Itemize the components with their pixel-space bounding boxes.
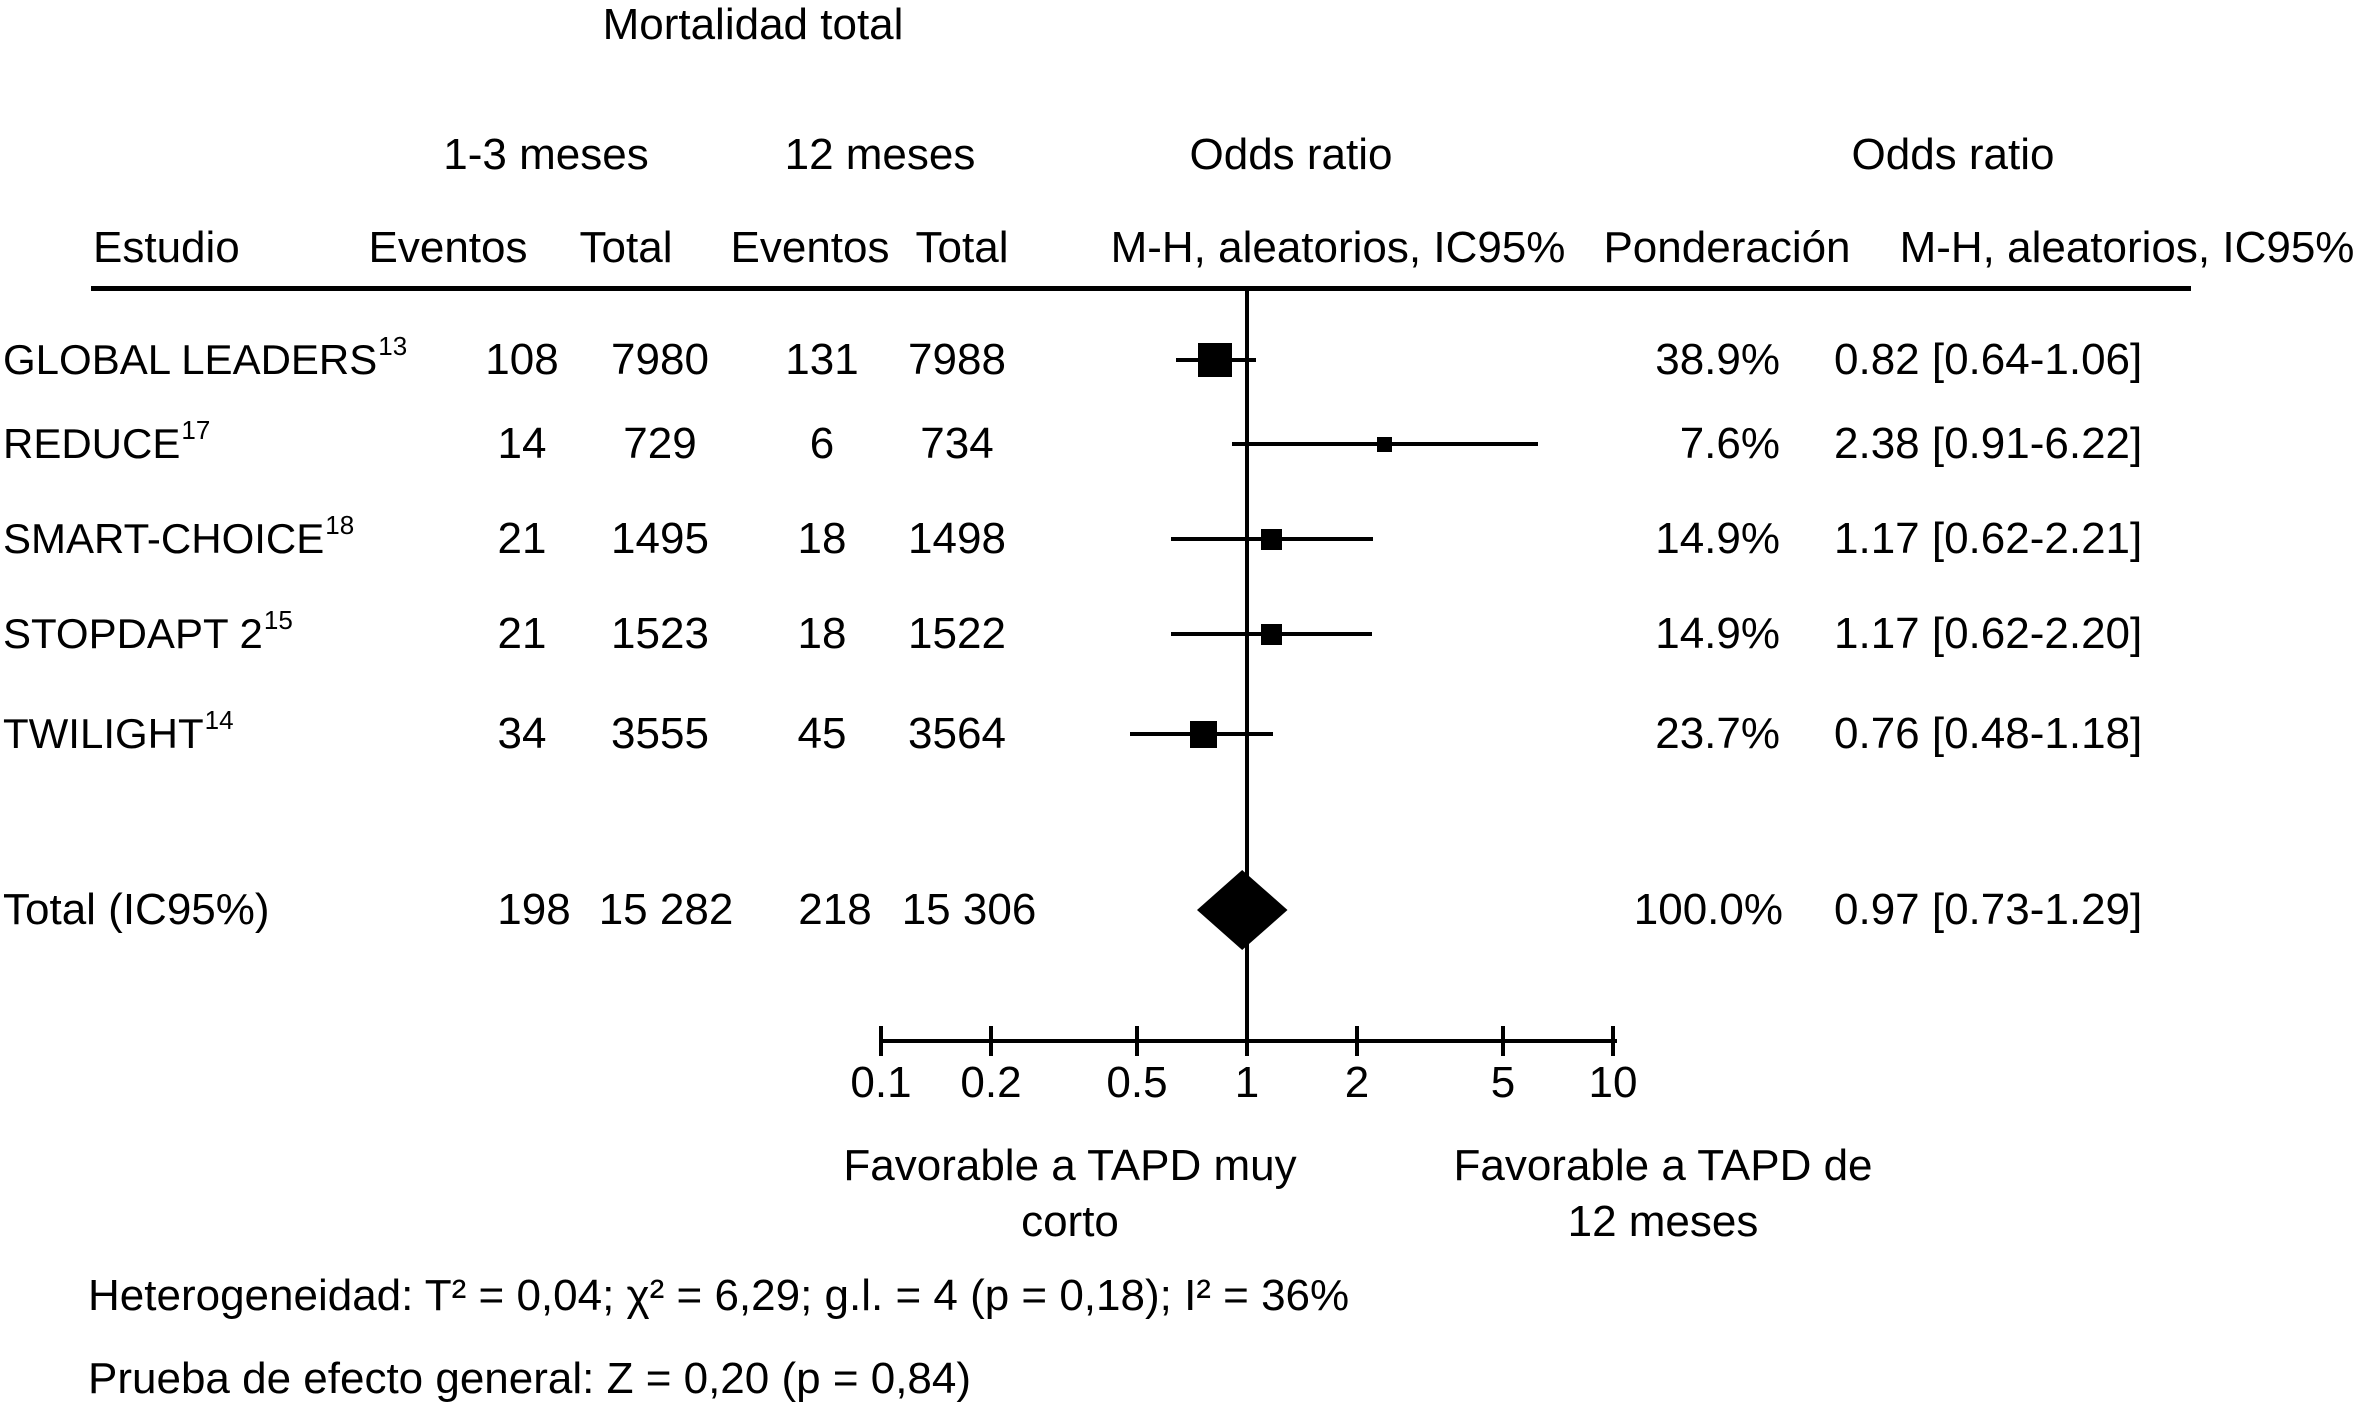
pooled-diamond <box>1197 870 1288 950</box>
axis-tick-label: 2 <box>1344 1058 1370 1107</box>
axis-tick <box>879 1026 883 1056</box>
or-ci-text: 2.38 [0.91-6.22] <box>1834 419 2143 468</box>
total-total-short-value: 15 282 <box>598 885 734 934</box>
or-square-marker <box>1377 436 1392 452</box>
axis-tick-label: 0.1 <box>850 1058 912 1107</box>
total-long-value: 1522 <box>908 609 1006 658</box>
axis-tick <box>989 1026 993 1056</box>
axis-tick-label: 0.2 <box>960 1058 1022 1107</box>
axis-tick <box>1135 1026 1139 1056</box>
total-long-value: 3564 <box>908 709 1006 758</box>
or-square-marker <box>1198 343 1232 377</box>
column-header-events-long: Eventos <box>730 223 890 272</box>
column-header-total-long: Total <box>915 223 1009 272</box>
events-short-value: 21 <box>497 609 547 658</box>
axis-tick-label: 0.5 <box>1106 1058 1168 1107</box>
study-reference-number: 13 <box>378 331 408 361</box>
axis-tick-label: 10 <box>1588 1058 1638 1107</box>
total-weight-value: 100.0% <box>1633 885 1783 934</box>
axis-tick <box>1245 1026 1249 1056</box>
or-square-marker <box>1261 623 1282 645</box>
or-square-marker <box>1190 720 1217 748</box>
total-short-value: 3555 <box>611 709 709 758</box>
column-header-mh-right: M-H, aleatorios, IC95% <box>1899 223 2355 272</box>
total-long-value: 7988 <box>908 335 1006 384</box>
no-effect-line <box>1245 291 1249 1041</box>
axis-direction-label-right: Favorable a TAPD de 12 meses <box>1453 1138 1872 1250</box>
study-name: TWILIGHT <box>3 710 204 757</box>
total-or-ci-text: 0.97 [0.73-1.29] <box>1834 885 2143 934</box>
heterogeneity-stats: Heterogeneidad: T² = 0,04; χ² = 6,29; g.… <box>88 1271 1350 1320</box>
events-long-value: 18 <box>797 609 847 658</box>
or-ci-text: 0.76 [0.48-1.18] <box>1834 709 2143 758</box>
column-header-study: Estudio <box>93 223 240 272</box>
or-ci-text: 1.17 [0.62-2.21] <box>1834 514 2143 563</box>
weight-value: 14.9% <box>1655 514 1780 563</box>
weight-value: 23.7% <box>1655 709 1780 758</box>
study-reference-number: 14 <box>204 705 234 735</box>
axis-direction-label-left-line2: corto <box>1021 1197 1119 1246</box>
axis-direction-label-right-line1: Favorable a TAPD de <box>1453 1141 1873 1190</box>
axis-direction-label-left-line1: Favorable a TAPD muy <box>843 1141 1297 1190</box>
axis-direction-label-left: Favorable a TAPD muy corto <box>843 1138 1296 1250</box>
total-events-long-value: 218 <box>798 885 872 934</box>
events-short-value: 108 <box>485 335 559 384</box>
study-label: STOPDAPT 215 <box>3 607 293 657</box>
events-short-value: 14 <box>497 419 547 468</box>
or-ci-text: 0.82 [0.64-1.06] <box>1834 335 2143 384</box>
header-rule <box>91 286 2191 291</box>
axis-tick <box>1501 1026 1505 1056</box>
study-name: SMART-CHOICE <box>3 515 325 562</box>
column-header-events-short: Eventos <box>368 223 528 272</box>
weight-value: 7.6% <box>1679 419 1780 468</box>
total-short-value: 1523 <box>611 609 709 658</box>
events-long-value: 45 <box>797 709 847 758</box>
study-reference-number: 17 <box>181 415 211 445</box>
events-long-value: 18 <box>797 514 847 563</box>
column-header-group-short: 1-3 meses <box>443 130 649 179</box>
weight-value: 38.9% <box>1655 335 1780 384</box>
total-short-value: 7980 <box>611 335 709 384</box>
column-header-total-short: Total <box>579 223 673 272</box>
or-square-marker <box>1261 528 1282 550</box>
events-long-value: 131 <box>785 335 859 384</box>
study-name: STOPDAPT 2 <box>3 610 263 657</box>
total-long-value: 734 <box>920 419 994 468</box>
total-short-value: 1495 <box>611 514 709 563</box>
figure-title: Mortalidad total <box>602 0 904 49</box>
total-long-value: 1498 <box>908 514 1006 563</box>
events-short-value: 21 <box>497 514 547 563</box>
study-reference-number: 18 <box>325 510 355 540</box>
total-total-long-value: 15 306 <box>901 885 1037 934</box>
study-label: TWILIGHT14 <box>3 707 234 757</box>
column-header-group-long: 12 meses <box>784 130 976 179</box>
events-long-value: 6 <box>809 419 835 468</box>
total-label: Total (IC95%) <box>3 885 270 934</box>
column-header-mh-left: M-H, aleatorios, IC95% <box>1110 223 1566 272</box>
weight-value: 14.9% <box>1655 609 1780 658</box>
total-short-value: 729 <box>623 419 697 468</box>
axis-direction-label-right-line2: 12 meses <box>1567 1197 1759 1246</box>
study-name: GLOBAL LEADERS <box>3 336 378 383</box>
overall-effect-test: Prueba de efecto general: Z = 0,20 (p = … <box>88 1354 972 1403</box>
study-reference-number: 15 <box>263 605 293 635</box>
events-short-value: 34 <box>497 709 547 758</box>
or-ci-text: 1.17 [0.62-2.20] <box>1834 609 2143 658</box>
total-events-short-value: 198 <box>497 885 571 934</box>
column-header-odds-ratio-plot: Odds ratio <box>1189 130 1393 179</box>
column-header-weight: Ponderación <box>1603 223 1851 272</box>
axis-tick <box>1611 1026 1615 1056</box>
study-label: GLOBAL LEADERS13 <box>3 333 407 383</box>
column-header-odds-ratio-text: Odds ratio <box>1851 130 2055 179</box>
axis-tick-label: 1 <box>1234 1058 1260 1107</box>
study-label: REDUCE17 <box>3 417 210 467</box>
axis-tick-label: 5 <box>1490 1058 1516 1107</box>
study-label: SMART-CHOICE18 <box>3 512 354 562</box>
study-name: REDUCE <box>3 420 181 467</box>
axis-tick <box>1355 1026 1359 1056</box>
